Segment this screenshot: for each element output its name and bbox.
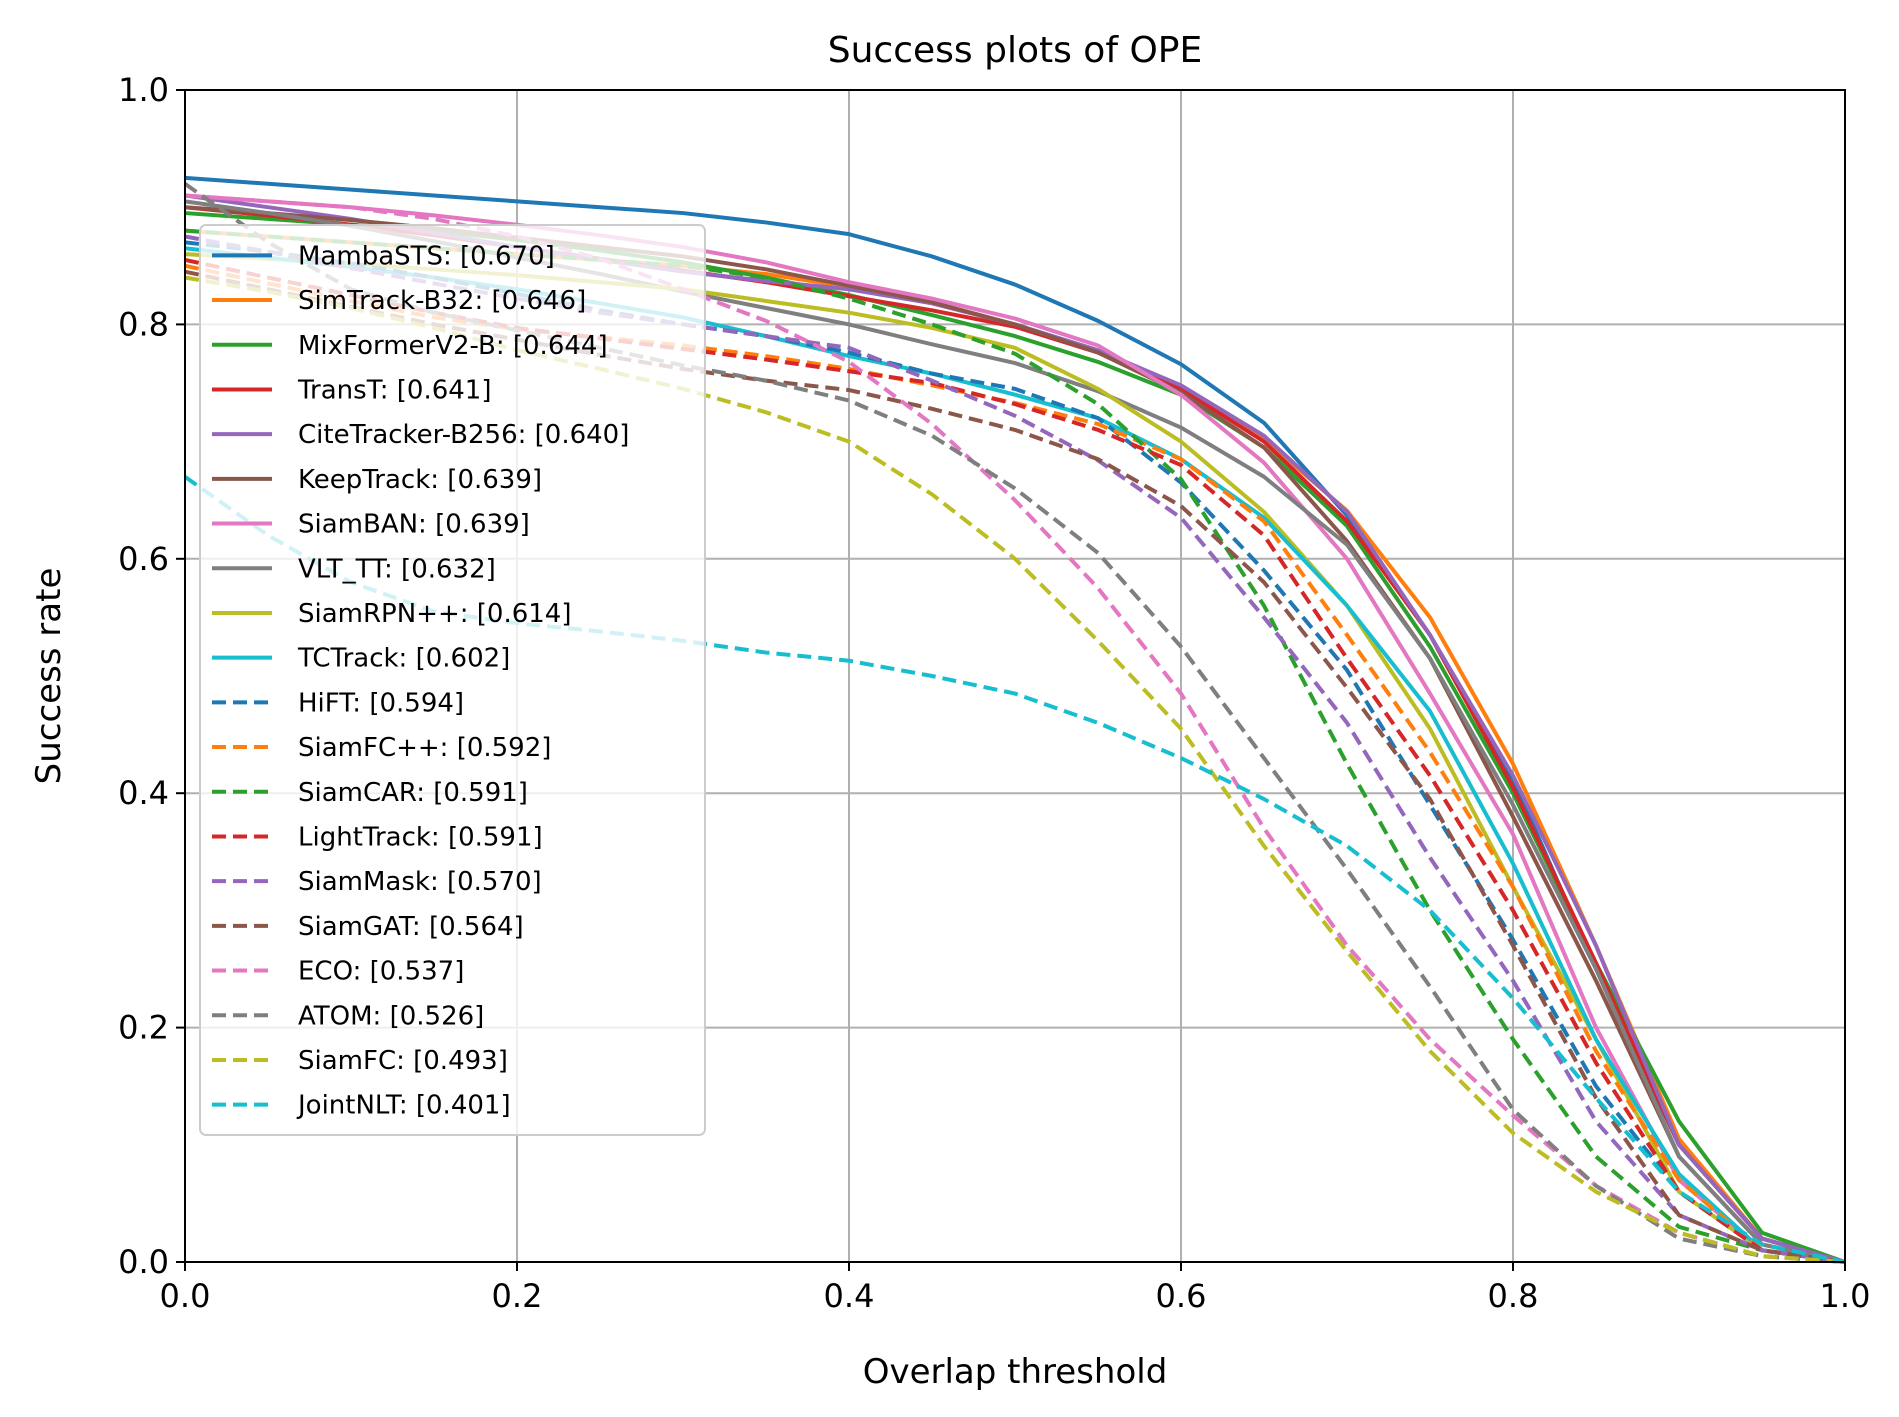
axis-ticks: 0.0 0.2 0.4 0.6 0.8 1.0 0.0 0.2 0.4 0.6 0.8 1.0 xyxy=(118,71,1870,1315)
legend-entry: HiFT: [0.594] xyxy=(298,688,464,718)
series-line-atom xyxy=(183,182,1846,1264)
x-tick-label: 0.6 xyxy=(1156,1277,1207,1315)
legend-entry: SiamCAR: [0.591] xyxy=(298,778,528,808)
legend-entry: LightTrack: [0.591] xyxy=(298,822,543,852)
plot-frame xyxy=(184,89,1846,1263)
x-tick-label: 0.2 xyxy=(492,1277,543,1315)
chart-title: Success plots of OPE xyxy=(828,30,1202,71)
legend-entry: SiamGAT: [0.564] xyxy=(298,912,524,942)
legend-entry: JointNLT: [0.401] xyxy=(296,1091,511,1121)
series-lines xyxy=(183,175,1846,1264)
legend-entry: MixFormerV2-B: [0.644] xyxy=(298,331,608,361)
legend-entry: ATOM: [0.526] xyxy=(298,1001,484,1031)
legend-entry: VLT_TT: [0.632] xyxy=(298,554,496,584)
x-tick-label: 0.0 xyxy=(160,1277,211,1315)
legend: MambaSTS: [0.670] SimTrack-B32: [0.646] Mi… xyxy=(199,224,706,1136)
legend-entry: ECO: [0.537] xyxy=(298,957,464,987)
legend-entry: SiamMask: [0.570] xyxy=(298,867,542,897)
y-tick-label: 0.6 xyxy=(118,540,169,578)
x-tick-label: 1.0 xyxy=(1820,1277,1871,1315)
legend-entry: SiamFC: [0.493] xyxy=(298,1046,508,1076)
x-tick-label: 0.8 xyxy=(1488,1277,1539,1315)
legend-entry: TCTrack: [0.602] xyxy=(297,644,510,674)
legend-box xyxy=(199,224,706,1136)
legend-entry: SiamRPN++: [0.614] xyxy=(298,599,572,629)
series-line-siamban xyxy=(184,193,1846,1264)
x-axis-label: Overlap threshold xyxy=(863,1352,1168,1392)
legend-entry: TransT: [0.641] xyxy=(297,375,491,405)
legend-entry: CiteTracker-B256: [0.640] xyxy=(298,420,629,450)
y-tick-label: 0.4 xyxy=(118,774,169,812)
legend-entry: SimTrack-B32: [0.646] xyxy=(298,286,586,316)
y-tick-label: 0.0 xyxy=(118,1243,169,1281)
series-line-jointnlt xyxy=(183,475,1846,1264)
legend-entry: MambaSTS: [0.670] xyxy=(298,241,555,271)
y-tick-label: 0.8 xyxy=(118,305,169,343)
legend-entry: KeepTrack: [0.639] xyxy=(298,465,542,495)
legend-entry: SiamBAN: [0.639] xyxy=(298,510,530,540)
legend-entry: SiamFC++: [0.592] xyxy=(298,733,551,763)
y-axis-label: Success rate xyxy=(29,568,69,785)
x-tick-label: 0.4 xyxy=(824,1277,875,1315)
y-tick-label: 1.0 xyxy=(118,71,169,109)
y-tick-label: 0.2 xyxy=(118,1009,169,1047)
